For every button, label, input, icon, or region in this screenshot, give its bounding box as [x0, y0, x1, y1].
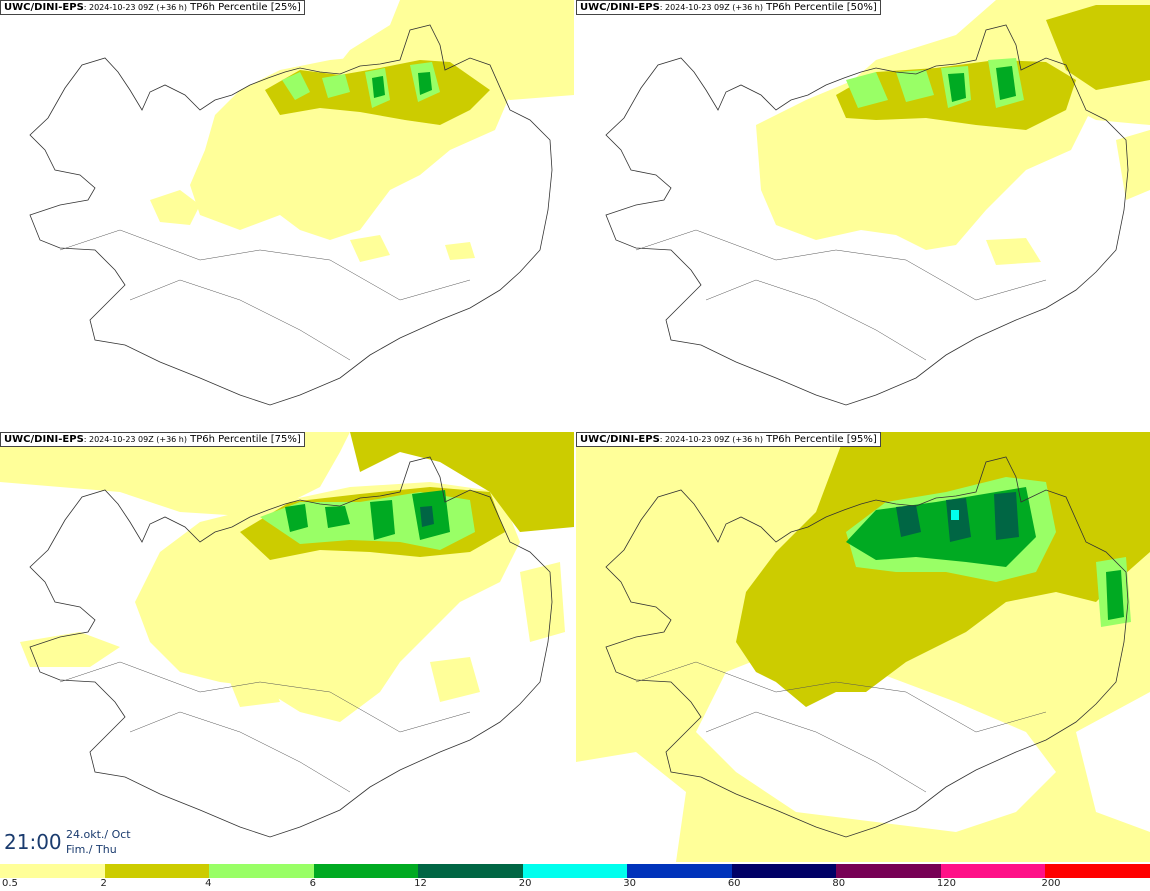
precip-map-p25	[29, 0, 574, 406]
product-name: TP6h Percentile [75%]	[186, 434, 301, 445]
model-name: UWC/DINI-EPS	[4, 2, 84, 13]
run-info: : 2024-10-23 09Z (+36 h)	[83, 3, 187, 12]
legend-tick-label: 0.5	[2, 878, 18, 889]
legend-swatch	[731, 864, 837, 878]
legend-tick-label: 12	[414, 878, 427, 889]
legend-tick-label: 6	[309, 878, 316, 889]
panel-divider-horizontal	[0, 430, 1150, 432]
legend-swatch	[940, 864, 1046, 878]
valid-time: 21:00	[4, 830, 62, 854]
legend-tick-label: 60	[727, 878, 741, 889]
product-name: TP6h Percentile [95%]	[762, 434, 877, 445]
legend-tick-label: 2	[100, 878, 107, 889]
model-name: UWC/DINI-EPS	[580, 434, 660, 445]
precip-map-p95	[576, 432, 1150, 862]
panel-title: UWC/DINI-EPS: 2024-10-23 09Z (+36 h) TP6…	[0, 432, 305, 447]
valid-time-box: 21:00 24.okt./ Oct Fim./ Thu	[0, 824, 134, 862]
color-scale-legend: 0.5 2 4 6 12 20 30 60 80 120 200	[0, 862, 1150, 891]
valid-date: 24.okt./ Oct	[66, 828, 131, 841]
run-info: : 2024-10-23 09Z (+36 h)	[659, 435, 763, 444]
legend-tick-label: 200	[1041, 878, 1061, 889]
legend-tick-label: 120	[936, 878, 956, 889]
run-info: : 2024-10-23 09Z (+36 h)	[659, 3, 763, 12]
legend-swatch	[1045, 864, 1150, 878]
model-name: UWC/DINI-EPS	[580, 2, 660, 13]
run-info: : 2024-10-23 09Z (+36 h)	[83, 435, 187, 444]
panel-title: UWC/DINI-EPS: 2024-10-23 09Z (+36 h) TP6…	[0, 0, 305, 15]
precip-map-p50	[605, 0, 1150, 406]
legend-swatch	[627, 864, 733, 878]
legend-swatch	[522, 864, 628, 878]
model-name: UWC/DINI-EPS	[4, 434, 84, 445]
map-panel-p50: UWC/DINI-EPS: 2024-10-23 09Z (+36 h) TP6…	[576, 0, 1150, 430]
legend-swatch	[313, 864, 419, 878]
legend-swatch	[0, 864, 105, 878]
legend-tick-label: 4	[205, 878, 212, 889]
legend-tick-label: 20	[518, 878, 532, 889]
legend-swatch	[209, 864, 315, 878]
product-name: TP6h Percentile [25%]	[186, 2, 301, 13]
legend-swatch	[836, 864, 942, 878]
legend-tick-label: 30	[623, 878, 636, 889]
map-panel-p25: UWC/DINI-EPS: 2024-10-23 09Z (+36 h) TP6…	[0, 0, 574, 430]
precip-map-p75	[0, 432, 574, 838]
legend-swatch	[104, 864, 210, 878]
product-name: TP6h Percentile [50%]	[762, 2, 877, 13]
map-panel-p75: UWC/DINI-EPS: 2024-10-23 09Z (+36 h) TP6…	[0, 432, 574, 862]
map-panel-p95: UWC/DINI-EPS: 2024-10-23 09Z (+36 h) TP6…	[576, 432, 1150, 862]
legend-tick-label: 80	[832, 878, 846, 889]
legend-swatch	[418, 864, 524, 878]
valid-weekday: Fim./ Thu	[66, 843, 117, 856]
panel-title: UWC/DINI-EPS: 2024-10-23 09Z (+36 h) TP6…	[576, 0, 881, 15]
panel-title: UWC/DINI-EPS: 2024-10-23 09Z (+36 h) TP6…	[576, 432, 881, 447]
